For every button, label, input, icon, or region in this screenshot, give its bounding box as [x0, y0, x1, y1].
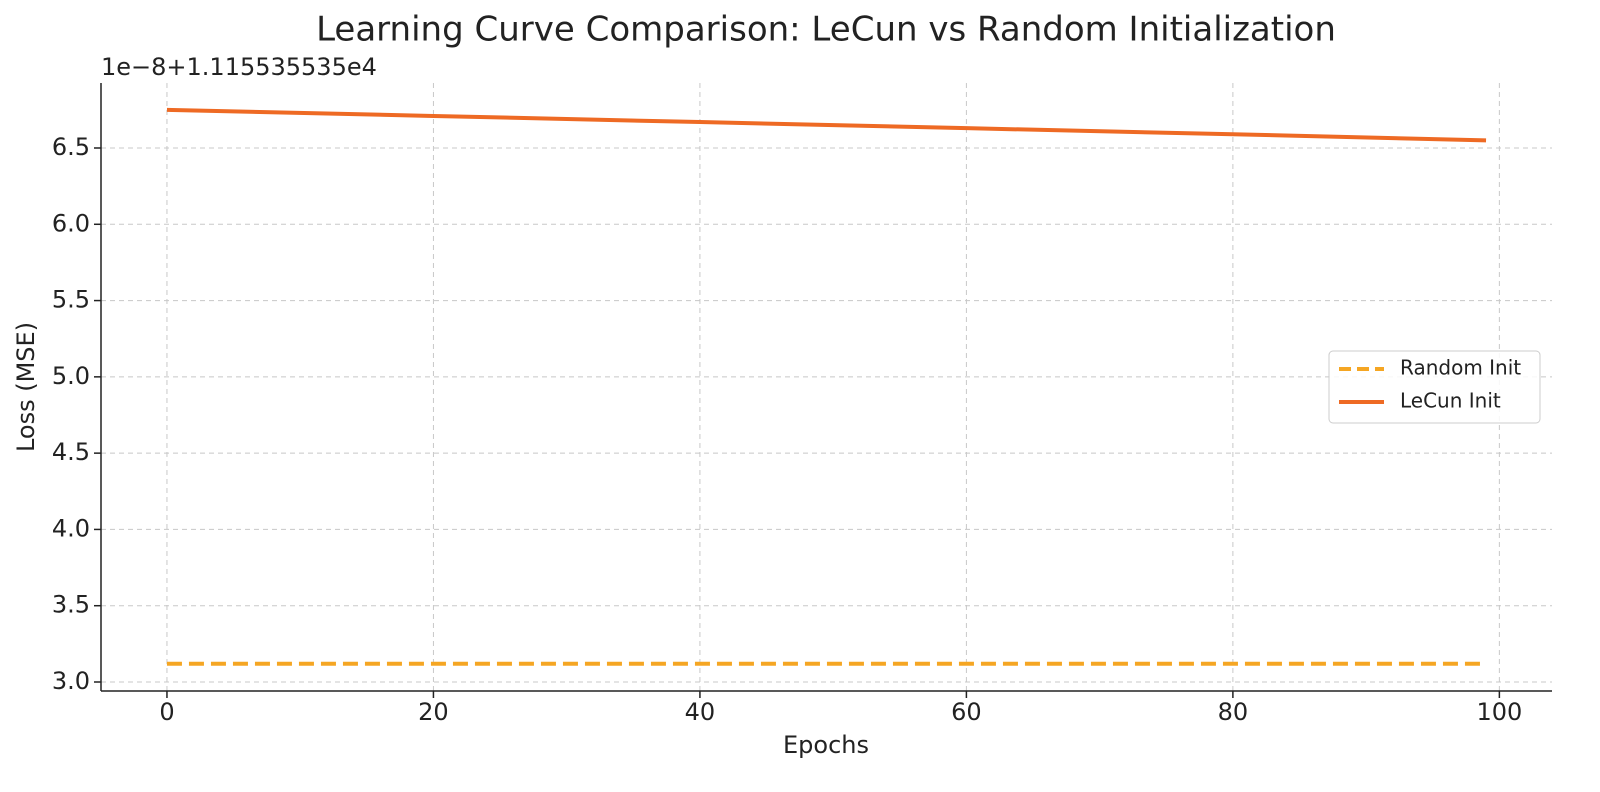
legend-label: LeCun Init [1400, 389, 1501, 413]
y-tick-label: 4.0 [52, 514, 90, 542]
axis-offset: 1e−8+1.115535535e4 [101, 53, 377, 81]
x-tick-label: 60 [951, 698, 982, 726]
x-tick-label: 20 [418, 698, 449, 726]
y-tick-label: 6.5 [52, 133, 90, 161]
x-tick-label: 100 [1476, 698, 1522, 726]
x-tick-label: 0 [159, 698, 174, 726]
y-axis-label: Loss (MSE) [12, 322, 40, 452]
chart-title: Learning Curve Comparison: LeCun vs Rand… [316, 10, 1336, 50]
x-axis-label: Epochs [783, 731, 869, 759]
y-tick-label: 5.5 [52, 286, 90, 314]
x-tick-label: 80 [1218, 698, 1249, 726]
y-tick-label: 5.0 [52, 362, 90, 390]
y-tick-label: 3.0 [52, 667, 90, 695]
line-series [166, 107, 1487, 143]
y-tick-label: 6.0 [52, 209, 90, 237]
y-tick-label: 3.5 [52, 591, 90, 619]
legend-label: Random Init [1400, 356, 1521, 380]
x-tick-label: 40 [685, 698, 716, 726]
y-tick-label: 4.5 [52, 438, 90, 466]
